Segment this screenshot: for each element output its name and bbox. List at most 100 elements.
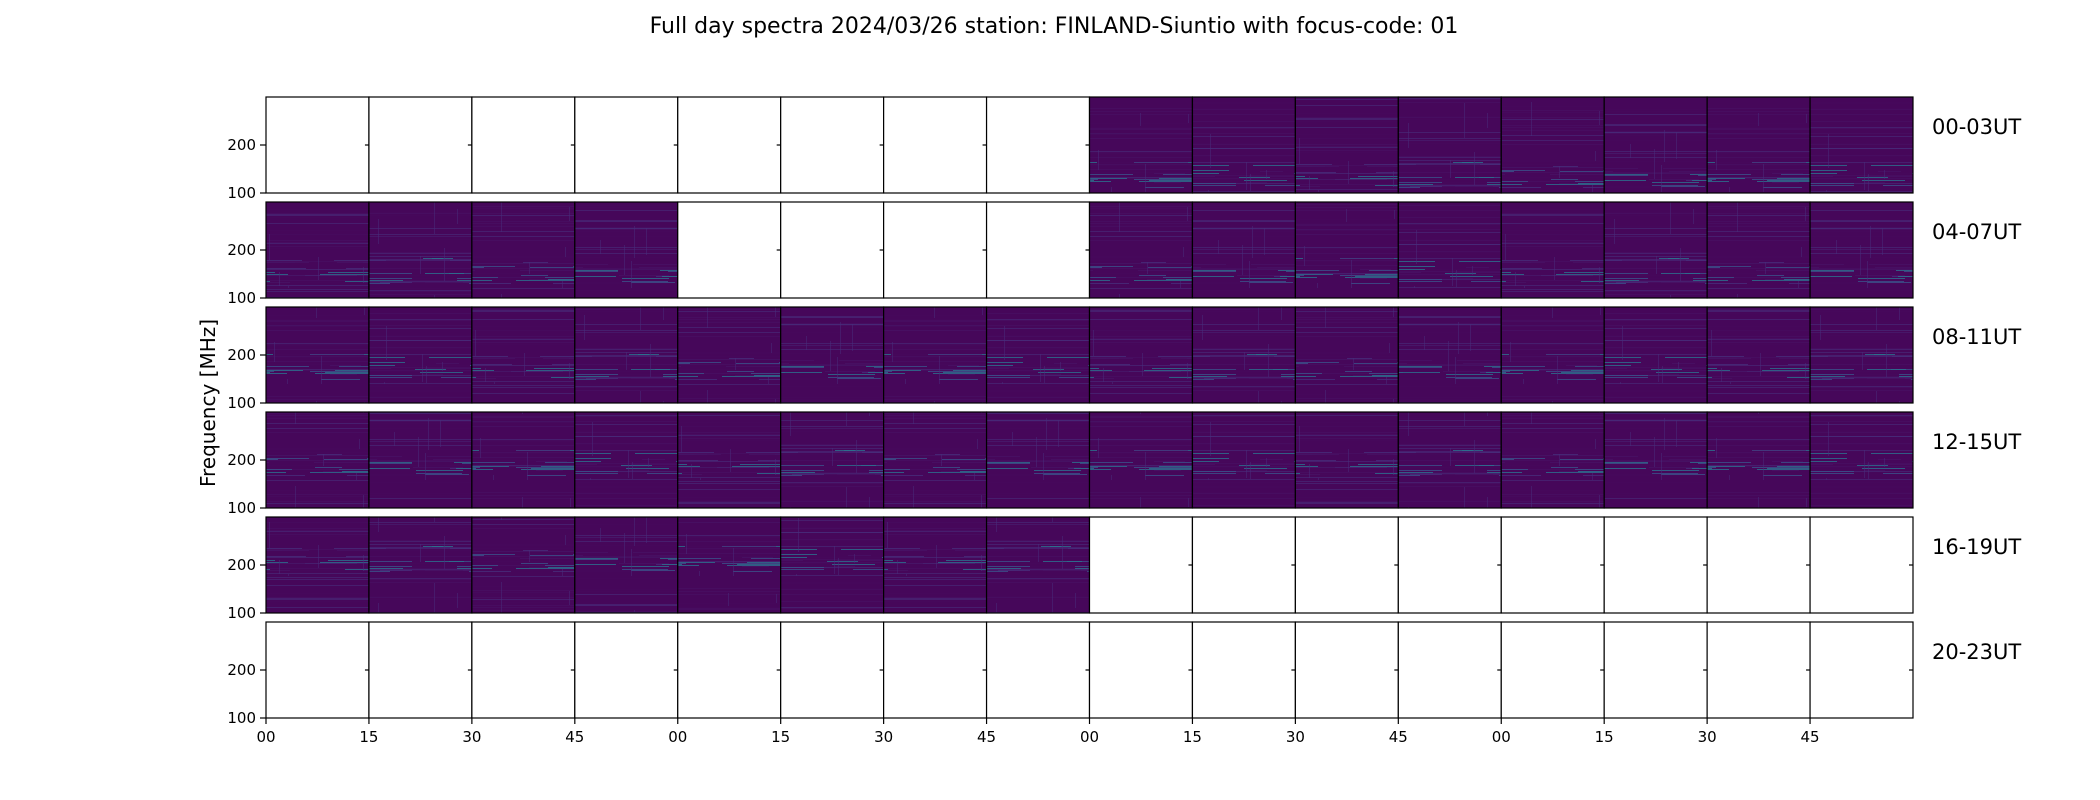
x-tick-label: 00 [1080,728,1099,746]
spectrum-panel [368,516,473,614]
y-tick-label: 200 [227,346,256,364]
empty-panel [985,201,1091,299]
spectrum-panel [883,306,988,404]
empty-panel [1088,621,1194,719]
empty-panel [1397,516,1502,614]
spectra-row: 100 200 08-11UT [227,306,2021,412]
x-tick-label: 00 [1492,728,1511,746]
spectrum-panel [471,201,576,299]
spectrum-panel [471,516,576,614]
spectrum-panel [1809,96,1914,194]
spectrum-panel [780,306,885,404]
spectrum-panel [1088,411,1194,509]
spectrum-panel [1603,201,1708,299]
x-tick-label: 00 [668,728,687,746]
x-tick-label: 00 [256,728,275,746]
row-time-label: 00-03UT [1932,115,2021,139]
spectrum-panel [1294,96,1399,194]
empty-panel [471,96,576,194]
x-tick-label: 30 [462,728,481,746]
y-tick-label: 200 [227,241,256,259]
spectrum-panel [677,411,782,509]
empty-panel [883,201,988,299]
spectrum-panel [1294,411,1399,509]
spectrum-panel [265,306,370,404]
spectrum-panel [1294,201,1399,299]
spectra-row: 100 200 04-07UT [227,201,2021,307]
row-time-label: 16-19UT [1932,535,2021,559]
spectrum-panel [1191,411,1296,509]
spectra-row: 100 200 12-15UT [227,411,2021,517]
x-tick-label: 30 [874,728,893,746]
spectra-row: 100 200 16-19UT [227,516,2021,622]
spectrum-panel [1191,201,1296,299]
spectrum-panel [1500,306,1605,404]
spectrum-panel [985,306,1091,404]
x-tick-label: 45 [565,728,584,746]
empty-panel [1706,516,1811,614]
spectrum-panel [677,306,782,404]
spectrum-panel [265,516,370,614]
spectrum-panel [1088,96,1194,194]
spectrum-panel [1603,96,1708,194]
spectra-row: 100 200 00-03UT [227,96,2021,202]
spectrum-panel [1088,201,1194,299]
spectrum-panel [1397,306,1502,404]
x-tick-label: 45 [1801,728,1820,746]
y-tick-label: 200 [227,661,256,679]
empty-panel [883,96,988,194]
x-tick-label: 15 [1595,728,1614,746]
empty-panel [1088,516,1194,614]
row-time-label: 08-11UT [1932,325,2021,349]
spectrum-panel [265,411,370,509]
y-tick-label: 100 [227,499,256,517]
y-tick-label: 100 [227,289,256,307]
empty-panel [985,96,1091,194]
empty-panel [1191,516,1296,614]
empty-panel [574,621,679,719]
row-time-label: 04-07UT [1932,220,2021,244]
empty-panel [1706,621,1811,719]
spectrum-panel [471,306,576,404]
spectrum-panel [1603,306,1708,404]
spectrum-panel [1397,201,1502,299]
spectrum-panel [368,201,473,299]
x-tick-label: 15 [771,728,790,746]
spectrum-panel [985,516,1091,614]
empty-panel [985,621,1091,719]
empty-panel [780,621,885,719]
spectrum-panel [1191,306,1296,404]
empty-panel [1294,516,1399,614]
spectrum-panel [985,411,1091,509]
empty-panel [1809,621,1914,719]
spectrum-panel [1397,96,1502,194]
x-tick-label: 45 [1389,728,1408,746]
x-axis: 00 15 30 45 00 15 30 45 00 15 30 45 00 15 30 45 [256,718,1820,746]
spectrum-panel [574,201,679,299]
spectrum-panel [574,516,679,614]
x-tick-label: 45 [977,728,996,746]
spectrum-panel [1706,96,1811,194]
empty-panel [1603,516,1708,614]
empty-panel [1191,621,1296,719]
spectrum-panel [1809,201,1914,299]
spectrum-panel [883,516,988,614]
spectrum-panel [883,411,988,509]
empty-panel [780,201,885,299]
chart-title: Full day spectra 2024/03/26 station: FIN… [650,14,1459,39]
empty-panel [677,201,782,299]
spectrum-panel [471,411,576,509]
empty-panel [677,96,782,194]
empty-panel [1603,621,1708,719]
empty-panel [1500,621,1605,719]
spectrum-panel [1294,306,1399,404]
spectrum-panel [1191,96,1296,194]
row-time-label: 12-15UT [1932,430,2021,454]
spectrum-panel [574,306,679,404]
spectrum-panel [368,411,473,509]
spectrum-panel [368,306,473,404]
spectrum-panel [1706,306,1811,404]
spectrum-panel [677,516,782,614]
spectrum-panel [780,411,885,509]
